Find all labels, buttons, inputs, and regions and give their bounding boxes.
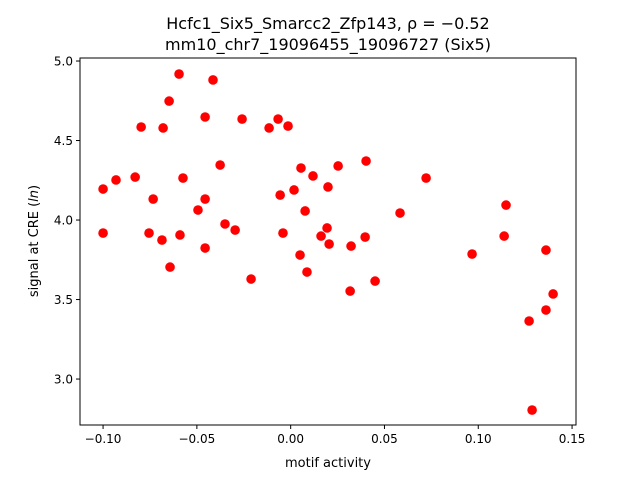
y-axis-label-prefix: signal at CRE ( [27,202,42,297]
points-layer [98,69,558,415]
data-point [395,208,405,218]
data-point [316,231,326,241]
data-point [175,230,185,240]
data-point [300,206,310,216]
data-point [193,205,203,215]
data-point [360,232,370,242]
data-point [421,173,431,183]
x-axis: −0.10 −0.05 0.00 0.05 0.10 0.15 [85,425,586,446]
data-point [275,190,285,200]
data-point [208,75,218,85]
y-tick-label: 3.5 [54,293,73,307]
data-point [273,114,283,124]
y-axis-label-italic: ln [27,190,42,202]
data-point [220,219,230,229]
y-tick-label: 5.0 [54,55,73,69]
x-tick-label: −0.10 [85,432,122,446]
data-point [174,69,184,79]
x-tick-label: 0.10 [465,432,492,446]
data-point [278,228,288,238]
data-point [308,171,318,181]
y-tick-label: 3.0 [54,373,73,387]
y-tick-label: 4.0 [54,214,73,228]
data-point [98,228,108,238]
data-point [323,182,333,192]
data-point [178,173,188,183]
data-point [289,185,299,195]
data-point [98,184,108,194]
data-point [165,262,175,272]
data-point [200,112,210,122]
x-axis-label: motif activity [285,456,371,471]
data-point [148,194,158,204]
data-point [296,163,306,173]
data-point [548,289,558,299]
data-point [136,122,146,132]
data-point [283,121,293,131]
data-point [527,405,537,415]
y-axis-label: signal at CRE (ln) [27,185,42,297]
y-axis-label-suffix: ) [27,185,42,190]
data-point [237,114,247,124]
data-point [467,249,477,259]
x-tick-label: 0.05 [371,432,398,446]
axes-frame [79,57,577,426]
data-point [157,235,167,245]
data-point [302,267,312,277]
y-tick-label: 4.5 [54,134,73,148]
data-point [324,239,334,249]
y-axis: 3.0 3.5 4.0 4.5 5.0 [54,55,80,387]
data-point [499,231,509,241]
data-point [230,225,240,235]
data-point [200,194,210,204]
x-tick-label: 0.00 [277,432,304,446]
data-point [130,172,140,182]
data-point [346,241,356,251]
data-point [541,305,551,315]
data-point [345,286,355,296]
data-point [200,243,210,253]
data-point [524,316,534,326]
data-point [322,223,332,233]
data-point [501,200,511,210]
data-point [215,160,225,170]
x-tick-label: 0.15 [559,432,586,446]
data-point [333,161,343,171]
data-point [164,96,174,106]
x-tick-label: −0.05 [178,432,215,446]
data-point [264,123,274,133]
data-point [541,245,551,255]
data-point [361,156,371,166]
data-point [246,274,256,284]
data-point [370,276,380,286]
data-point [158,123,168,133]
data-point [144,228,154,238]
data-point [111,175,121,185]
data-point [295,250,305,260]
chart-title-line1: Hcfc1_Six5_Smarcc2_Zfp143, ρ = −0.52 [166,14,489,34]
chart-title-line2: mm10_chr7_19096455_19096727 (Six5) [165,35,491,55]
